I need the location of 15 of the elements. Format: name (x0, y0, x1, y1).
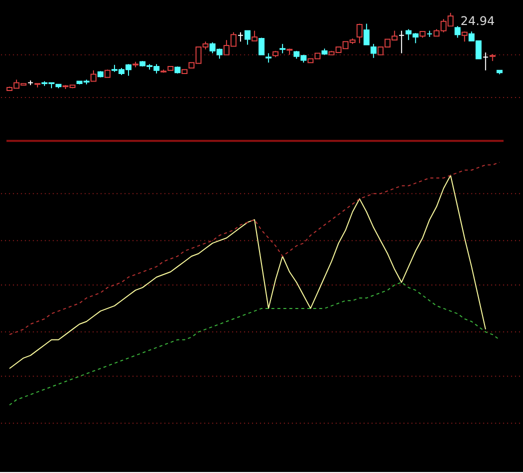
candlestick (454, 26, 461, 38)
candlestick (364, 23, 370, 46)
candlestick (258, 37, 265, 56)
candlestick (252, 30, 258, 42)
candlestick (266, 52, 272, 64)
candlestick (90, 70, 96, 82)
candlestick (398, 30, 405, 54)
annotation: 24.94 (460, 14, 495, 28)
candlestick (238, 32, 244, 42)
candlestick (482, 52, 489, 71)
candlestick (280, 43, 286, 54)
candlestick (356, 23, 363, 44)
candlestick (462, 31, 468, 42)
candlestick (244, 30, 251, 46)
candlestick (370, 43, 377, 58)
